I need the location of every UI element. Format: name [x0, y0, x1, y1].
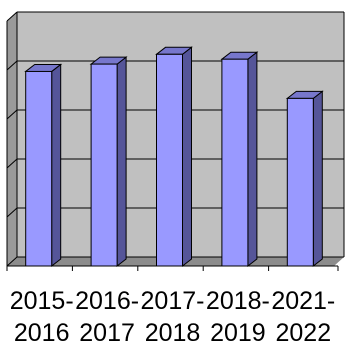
bar-side-face [312, 90, 323, 268]
bar-side-face [247, 51, 258, 268]
gridline-side [6, 207, 18, 218]
x-tick-label-line: 2016 [14, 319, 70, 347]
x-tick-label-line: 2021- [271, 287, 335, 315]
x-tick-label-line: 2022 [275, 319, 331, 347]
x-tick-label-line: 2019 [210, 319, 266, 347]
x-tick-label-line: 2018 [145, 319, 201, 347]
x-tick-label: 2016- 2017 [75, 287, 139, 347]
x-tick-label: 2017- 2018 [141, 287, 205, 347]
x-tick-label-line: 2017- [141, 287, 205, 315]
x-tick-label: 2018- 2019 [206, 287, 270, 347]
bar [89, 56, 128, 268]
x-tick-label-line: 2017 [79, 319, 135, 347]
bar-front-face [25, 70, 53, 267]
x-tick-label: 2021- 2022 [271, 287, 335, 347]
gridline-side [6, 256, 18, 267]
x-tick-label-line: 2016- [75, 287, 139, 315]
gridline-side [6, 11, 18, 22]
gridline-side [6, 60, 18, 71]
bar-front-face [286, 97, 314, 267]
x-tick-label: 2015- 2016 [10, 287, 74, 347]
side-wall [7, 12, 17, 266]
bar [24, 63, 63, 268]
gridline-side [6, 158, 18, 169]
x-tick-label-line: 2018- [206, 287, 270, 315]
bar-front-face [156, 53, 183, 267]
bar [155, 46, 193, 268]
bar-front-face [221, 58, 249, 267]
bar-side-face [182, 46, 192, 268]
gridline-side [6, 109, 18, 120]
bar [220, 51, 259, 268]
bar-front-face [90, 63, 118, 267]
bar-side-face [51, 63, 62, 268]
bar [285, 90, 324, 268]
x-tick-label-line: 2015- [10, 287, 74, 315]
bar-side-face [116, 56, 127, 268]
